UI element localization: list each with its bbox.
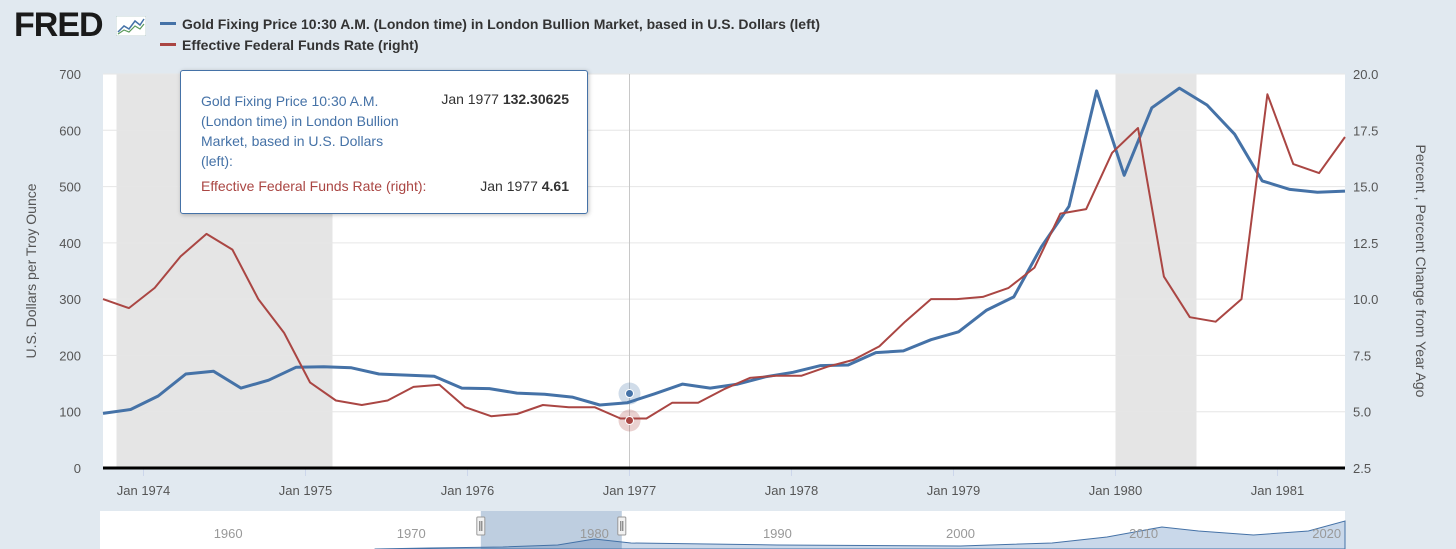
x-tick-label: Jan 1974 xyxy=(117,483,171,498)
navigator-handle-left xyxy=(476,516,486,536)
tooltip-series2-value-row: Jan 1977 4.61 xyxy=(480,178,569,194)
legend-label-fedfunds: Effective Federal Funds Rate (right) xyxy=(182,37,419,53)
navigator-tick-label: 2020 xyxy=(1312,526,1341,541)
series-line-gold xyxy=(102,86,1346,415)
tooltip-series2-name: Effective Federal Funds Rate (right): xyxy=(201,178,427,194)
tooltip-series2-value: 4.61 xyxy=(541,178,569,194)
y-axis-label-left: U.S. Dollars per Troy Ounce xyxy=(23,183,39,358)
legend-swatch-gold xyxy=(160,22,176,26)
fedfunds-highlight-point xyxy=(625,415,634,425)
navigator-tick-label: 1960 xyxy=(214,526,243,541)
navigator-tick-label: 1990 xyxy=(763,526,792,541)
left-tick-label: 0 xyxy=(74,461,81,476)
navigator-handle-right xyxy=(617,516,627,536)
fred-logo[interactable]: FRED xyxy=(14,6,104,44)
gold-highlight-point xyxy=(625,389,634,399)
navigator-tick-label: 2010 xyxy=(1129,526,1158,541)
left-tick-label: 400 xyxy=(59,236,81,251)
recession-band xyxy=(1115,74,1197,468)
navigator-tick-label: 1980 xyxy=(580,526,609,541)
left-tick-label: 600 xyxy=(59,123,81,138)
chart-header: FRED Gold Fixing Price 10:30 A.M. (Londo… xyxy=(0,0,1456,62)
navigator-tick-label: 1970 xyxy=(397,526,426,541)
navigator-selection xyxy=(480,511,622,549)
tooltip-series1-value: 132.30625 xyxy=(502,91,569,107)
right-tick-label: 2.5 xyxy=(1353,461,1371,476)
right-tick-label: 12.5 xyxy=(1353,236,1378,251)
x-tick-label: Jan 1980 xyxy=(1089,483,1143,498)
right-tick-label: 10.0 xyxy=(1353,292,1378,307)
right-tick-label: 7.5 xyxy=(1353,348,1371,363)
tooltip-series1-name: Gold Fixing Price 10:30 A.M. (London tim… xyxy=(201,93,399,169)
series-line-fedfunds xyxy=(102,93,1346,420)
left-tick-label: 200 xyxy=(59,348,81,363)
navigator-tick-label: 2000 xyxy=(946,526,975,541)
legend-swatch-fedfunds xyxy=(160,43,176,47)
left-tick-label: 300 xyxy=(59,292,81,307)
right-tick-label: 5.0 xyxy=(1353,405,1371,420)
tooltip: Gold Fixing Price 10:30 A.M. (London tim… xyxy=(180,70,588,214)
legend-item-fedfunds[interactable]: Effective Federal Funds Rate (right) xyxy=(160,37,418,53)
x-tick-label: Jan 1978 xyxy=(765,483,819,498)
left-tick-label: 500 xyxy=(59,180,81,195)
x-tick-label: Jan 1977 xyxy=(603,483,657,498)
legend-label-gold: Gold Fixing Price 10:30 A.M. (London tim… xyxy=(182,16,821,32)
right-tick-label: 15.0 xyxy=(1353,180,1378,195)
tooltip-series1-value-row: Jan 1977 132.30625 xyxy=(441,91,569,107)
y-axis-label-right: Percent , Percent Change from Year Ago xyxy=(1413,145,1429,398)
chart-line-icon xyxy=(116,16,146,36)
x-tick-label: Jan 1975 xyxy=(279,483,333,498)
x-tick-label: Jan 1976 xyxy=(441,483,495,498)
legend-item-gold[interactable]: Gold Fixing Price 10:30 A.M. (London tim… xyxy=(160,16,820,32)
x-tick-label: Jan 1981 xyxy=(1251,483,1305,498)
right-tick-label: 20.0 xyxy=(1353,67,1378,82)
navigator-series-area xyxy=(374,520,1346,549)
left-tick-label: 100 xyxy=(59,405,81,420)
left-tick-label: 700 xyxy=(59,67,81,82)
tooltip-series2-date: Jan 1977 xyxy=(480,178,538,194)
tooltip-series1-date: Jan 1977 xyxy=(441,91,499,107)
x-tick-label: Jan 1979 xyxy=(927,483,981,498)
right-tick-label: 17.5 xyxy=(1353,123,1378,138)
